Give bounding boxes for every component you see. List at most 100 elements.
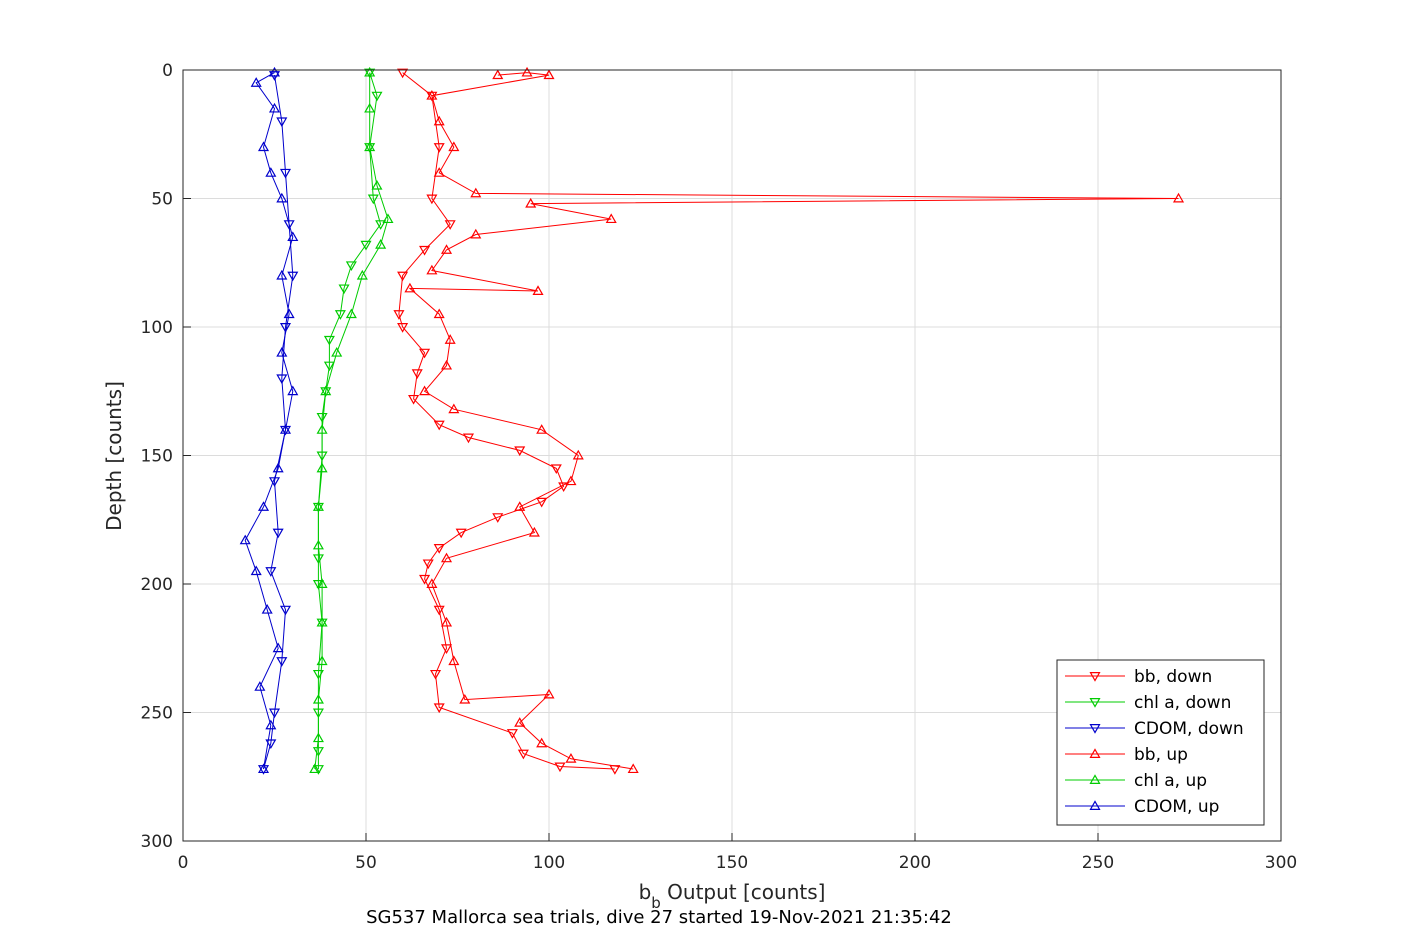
data-point: [455, 528, 467, 539]
data-point: [312, 747, 324, 757]
legend: bb, down chl a, down CDOM, down bb, up chl a…: [1056, 659, 1265, 826]
data-point: [320, 385, 332, 396]
data-point: [440, 552, 453, 563]
data-point: [316, 655, 328, 666]
data-point: [312, 765, 324, 775]
data-point: [345, 308, 357, 319]
data-point: [334, 310, 346, 320]
data-point: [462, 433, 475, 444]
data-point: [506, 729, 518, 739]
data-point: [312, 580, 324, 590]
data-point: [338, 284, 350, 295]
data-point: [316, 424, 328, 434]
data-point: [375, 239, 387, 249]
data-point: [572, 449, 584, 460]
data-point: [1172, 192, 1185, 203]
legend-marker: [1089, 774, 1101, 784]
data-point: [426, 264, 438, 275]
data-point: [239, 534, 251, 545]
data-point: [257, 501, 270, 511]
series-chl-a-up: [309, 66, 394, 774]
data-point: [433, 167, 445, 177]
x-tick-label: 0: [178, 853, 189, 873]
data-point: [257, 141, 270, 152]
data-point: [408, 394, 420, 405]
data-point: [525, 197, 537, 208]
y-tick-label: 300: [141, 832, 173, 852]
legend-marker: [1089, 800, 1101, 810]
legend-entry-label: bb, up: [1134, 745, 1188, 765]
data-point: [279, 424, 292, 434]
data-point: [276, 657, 288, 667]
data-point: [565, 753, 577, 763]
data-point: [360, 240, 372, 251]
data-point: [250, 565, 262, 576]
legend-marker: [1089, 672, 1101, 682]
y-tick-label: 200: [141, 575, 173, 595]
data-point: [532, 285, 544, 295]
data-point: [375, 220, 387, 230]
data-point: [558, 482, 570, 493]
data-point: [382, 213, 394, 224]
data-point: [316, 462, 328, 473]
data-point: [440, 244, 453, 254]
data-point: [268, 102, 281, 113]
series-layer: [239, 66, 1185, 775]
legend-entry-label: bb, down: [1134, 667, 1212, 687]
legend-marker: [1089, 724, 1101, 734]
data-point: [514, 501, 526, 511]
data-point: [422, 559, 434, 570]
legend-entry-label: chl a, up: [1134, 771, 1207, 791]
y-tick-label: 100: [141, 318, 173, 338]
x-label-rest: Output [counts]: [661, 880, 826, 904]
data-point: [272, 642, 284, 653]
data-point: [492, 69, 504, 80]
data-point: [364, 66, 376, 77]
data-point: [371, 91, 383, 102]
data-point: [312, 501, 324, 511]
data-point: [323, 335, 335, 346]
x-tick-label: 50: [355, 853, 377, 873]
data-point: [448, 403, 460, 414]
legend-entry-label: CDOM, down: [1134, 719, 1244, 739]
data-point: [411, 369, 423, 379]
series-cdom-up: [239, 66, 299, 774]
data-point: [316, 412, 328, 423]
data-point: [345, 261, 357, 272]
data-point: [367, 194, 379, 205]
data-point: [287, 231, 299, 242]
data-point: [257, 763, 270, 774]
y-ticks: 0 50 100 150 200 250 300: [141, 61, 191, 852]
x-tick-label: 250: [1082, 853, 1114, 873]
data-point: [419, 385, 431, 396]
series-line: [263, 75, 294, 770]
data-point: [309, 763, 321, 774]
data-point: [543, 69, 555, 80]
data-point: [254, 681, 266, 691]
x-tick-label: 150: [716, 853, 748, 873]
data-point: [430, 669, 442, 680]
data-point: [448, 141, 460, 152]
data-point: [550, 464, 562, 475]
x-label-main: b: [639, 880, 652, 904]
data-point: [440, 616, 453, 627]
y-tick-label: 50: [151, 190, 173, 210]
x-tick-label: 200: [899, 853, 931, 873]
data-point: [261, 603, 273, 614]
y-tick-label: 150: [141, 447, 173, 467]
data-point: [517, 749, 529, 760]
data-point: [514, 717, 526, 727]
data-point: [536, 737, 548, 748]
data-point: [397, 68, 409, 79]
data-point: [514, 446, 526, 457]
x-axis-label: bb Output [counts]: [639, 880, 826, 912]
y-axis-label: Depth [counts]: [102, 381, 126, 531]
data-point: [536, 424, 548, 434]
data-point: [627, 763, 639, 774]
data-point: [536, 497, 548, 508]
legend-box: [1056, 659, 1265, 826]
data-point: [404, 282, 416, 293]
data-point: [276, 374, 288, 385]
data-point: [521, 66, 533, 77]
